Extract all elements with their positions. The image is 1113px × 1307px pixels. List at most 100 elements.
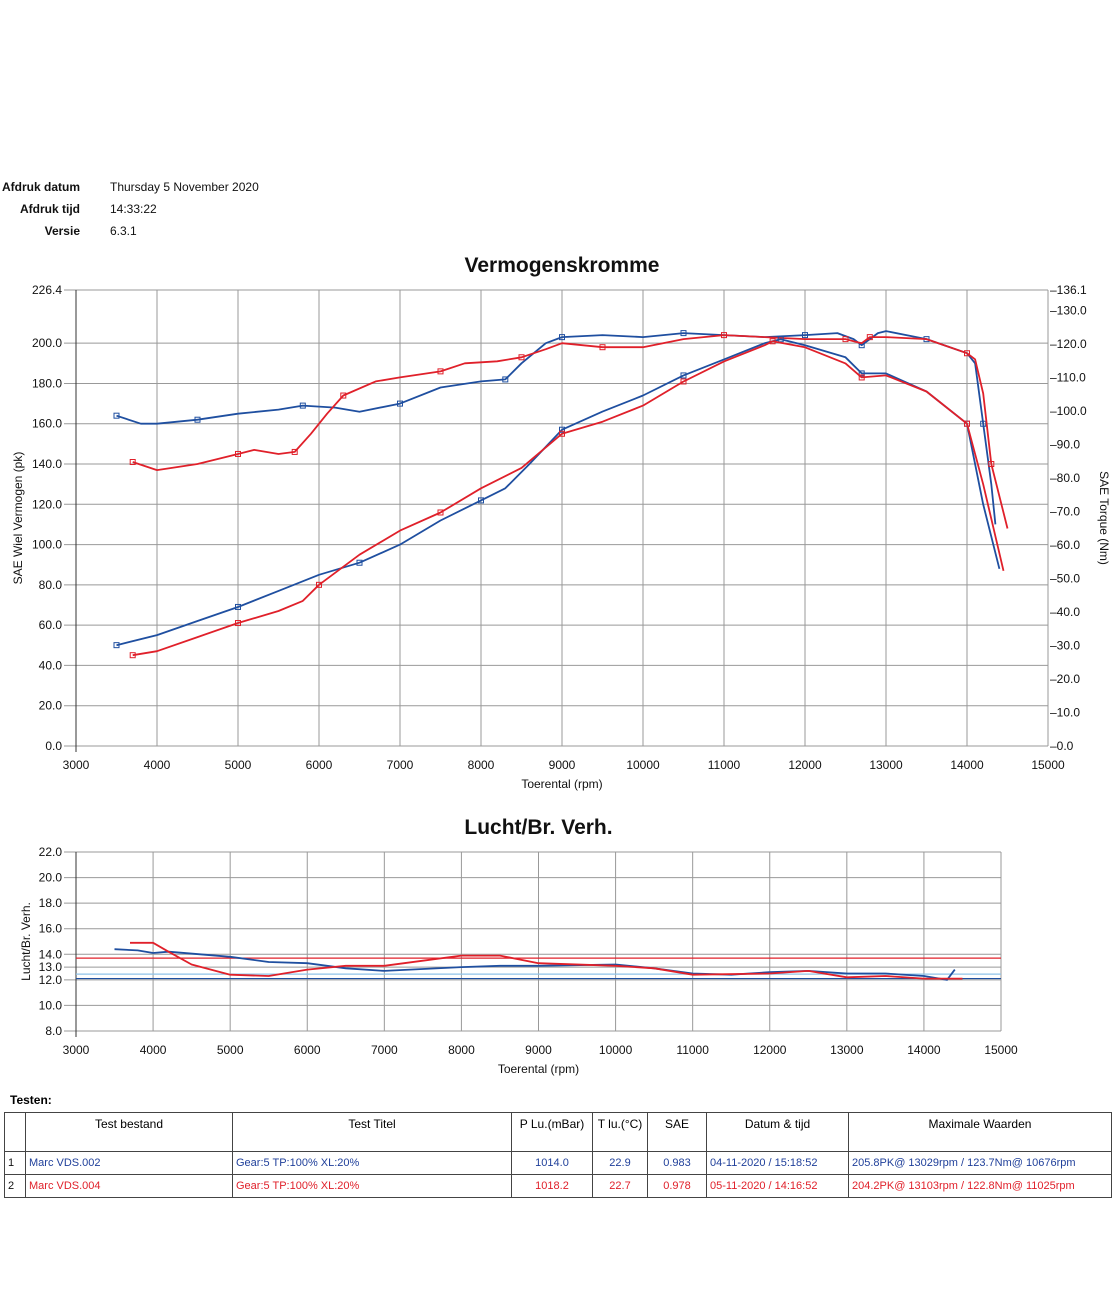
y-tick-label: 226.4 — [32, 283, 62, 297]
table-row[interactable]: 1 Marc VDS.002 Gear:5 TP:100% XL:20% 101… — [4, 1151, 1112, 1175]
x-tick-label: 10000 — [626, 758, 660, 772]
cell-max: 205.8PK@ 13029rpm / 123.7Nm@ 10676rpm — [848, 1151, 1112, 1175]
cell-pressure: 1018.2 — [511, 1174, 593, 1198]
data-point — [858, 374, 865, 381]
col-file: Test bestand — [25, 1112, 233, 1152]
data-point — [988, 461, 995, 468]
data-point — [518, 354, 525, 361]
data-point — [680, 372, 687, 379]
data-point — [980, 420, 987, 427]
y2-tick-label: –100.0 — [1050, 404, 1087, 418]
x-tick-label: 13000 — [869, 758, 903, 772]
y2-tick-label: –40.0 — [1050, 605, 1080, 619]
y2-tick-label: –80.0 — [1050, 471, 1080, 485]
table-header: Test bestand Test Titel P Lu.(mBar) T lu… — [4, 1112, 1112, 1152]
col-index — [4, 1112, 26, 1152]
data-point — [559, 334, 565, 341]
y2-tick-label: –90.0 — [1050, 437, 1080, 451]
data-point — [340, 392, 347, 399]
y-tick-label: 100.0 — [32, 538, 62, 552]
x-tick-label: 6000 — [294, 1043, 321, 1057]
data-point — [777, 336, 784, 343]
y2-tick-label: –20.0 — [1050, 672, 1080, 686]
data-point — [316, 581, 322, 588]
x-tick-label: 14000 — [907, 1043, 941, 1057]
x-tick-label: 5000 — [217, 1043, 244, 1057]
data-point — [437, 368, 444, 375]
tests-table: Test bestand Test Titel P Lu.(mBar) T lu… — [4, 1112, 1112, 1198]
data-point — [478, 497, 484, 504]
data-point — [559, 430, 565, 437]
y-tick-label: 160.0 — [32, 417, 62, 431]
cell-title: Gear:5 TP:100% XL:20% — [232, 1174, 512, 1198]
y2-tick-label: –30.0 — [1050, 638, 1080, 652]
x-tick-label: 4000 — [140, 1043, 167, 1057]
data-point — [129, 459, 136, 466]
series-line — [116, 330, 997, 525]
y2-tick-label: –110.0 — [1050, 370, 1086, 384]
x-tick-label: 8000 — [468, 758, 495, 772]
x-tick-label: 7000 — [371, 1043, 398, 1057]
y-tick-label: 10.0 — [39, 998, 63, 1012]
data-point — [397, 400, 403, 407]
y-tick-label: 12.0 — [39, 973, 63, 987]
cell-file: Marc VDS.002 — [25, 1151, 233, 1175]
series-line — [114, 948, 956, 981]
y-tick-label: 16.0 — [39, 922, 63, 936]
y-tick-label: 13.0 — [39, 960, 63, 974]
x-tick-label: 10000 — [599, 1043, 633, 1057]
afr-chart: Lucht/Br. Verh. 3000 4000 5000 6000 7000 8000 9… — [19, 816, 1018, 1076]
data-point — [599, 344, 606, 351]
chart-title: Lucht/Br. Verh. — [464, 816, 612, 839]
x-tick-label: 15000 — [984, 1043, 1018, 1057]
y2-tick-label: –130.0 — [1050, 303, 1087, 317]
data-point — [194, 416, 201, 423]
y-tick-label: 180.0 — [32, 376, 62, 390]
data-point — [964, 350, 970, 357]
data-point — [769, 338, 776, 345]
data-point — [235, 603, 241, 610]
x-tick-label: 5000 — [225, 758, 252, 772]
y-tick-label: 120.0 — [32, 497, 62, 511]
y-tick-label: 140.0 — [32, 457, 62, 471]
data-point — [291, 448, 298, 455]
x-tick-label: 9000 — [549, 758, 576, 772]
y2-tick-label: –60.0 — [1050, 538, 1080, 552]
data-point — [858, 370, 865, 377]
print-time-value: 14:33:22 — [110, 202, 157, 216]
data-point — [721, 332, 727, 339]
x-tick-label: 14000 — [950, 758, 984, 772]
y-tick-label: 60.0 — [39, 618, 63, 632]
data-point — [437, 509, 444, 516]
data-point — [356, 559, 363, 566]
y2-axis-label: SAE Torque (Nm) — [1097, 471, 1111, 565]
data-point — [964, 420, 970, 427]
data-point — [113, 642, 120, 649]
series-line — [132, 340, 1005, 657]
x-tick-label: 3000 — [63, 1043, 90, 1057]
x-tick-label: 11000 — [676, 1043, 709, 1057]
cell-pressure: 1014.0 — [511, 1151, 593, 1175]
cell-file: Marc VDS.004 — [25, 1174, 233, 1198]
data-point — [680, 330, 687, 337]
series-line — [130, 941, 963, 980]
x-tick-label: 13000 — [830, 1043, 864, 1057]
y-tick-label: 0.0 — [45, 739, 62, 753]
tests-label: Testen: — [10, 1093, 52, 1107]
data-point — [842, 336, 849, 343]
print-date-label: Afdruk datum — [2, 180, 80, 194]
cell-datetime: 04-11-2020 / 15:18:52 — [706, 1151, 849, 1175]
data-point — [129, 652, 136, 659]
cell-datetime: 05-11-2020 / 14:16:52 — [706, 1174, 849, 1198]
y-axis-label: SAE Wiel Vermogen (pk) — [11, 452, 25, 585]
col-pressure: P Lu.(mBar) — [511, 1112, 593, 1152]
chart-title: Vermogenskromme — [465, 254, 660, 277]
x-tick-label: 12000 — [753, 1043, 787, 1057]
table-row[interactable]: 2 Marc VDS.004 Gear:5 TP:100% XL:20% 101… — [4, 1174, 1112, 1198]
y-tick-label: 40.0 — [39, 658, 63, 672]
x-tick-label: 15000 — [1031, 758, 1065, 772]
series-line — [116, 338, 1001, 647]
x-tick-label: 12000 — [788, 758, 822, 772]
x-axis-label: Toerental (rpm) — [521, 777, 602, 791]
y-tick-label: 14.0 — [39, 947, 63, 961]
